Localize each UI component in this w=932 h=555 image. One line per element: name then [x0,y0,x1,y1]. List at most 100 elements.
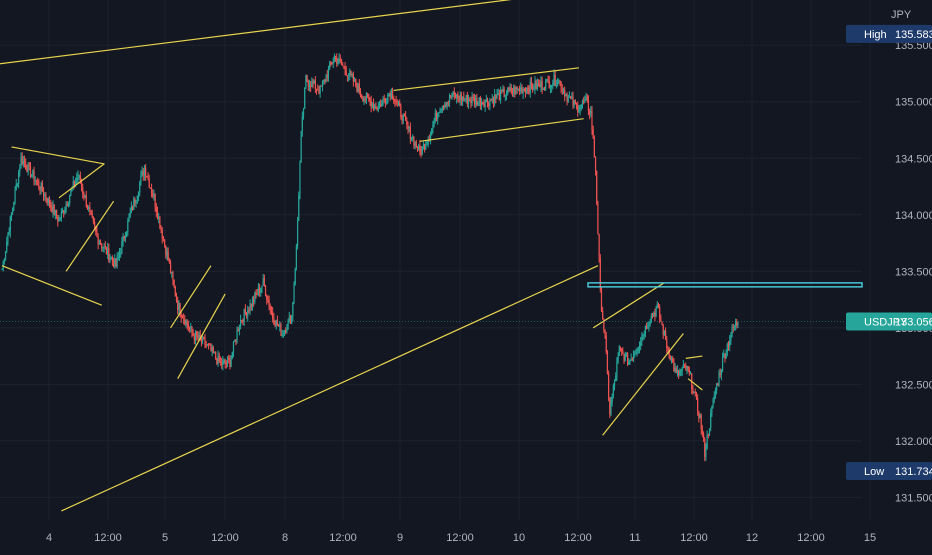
candle-down [199,334,201,339]
candle-down [516,86,518,90]
trendlines-layer[interactable] [0,0,863,512]
trendline-wedge-lower[interactable] [1,265,102,306]
candle-down [661,321,663,325]
trendline-flag-upper[interactable] [58,163,105,199]
candle-down [662,324,664,335]
candle-up [408,126,410,129]
candle-down [583,100,585,103]
candle-up [84,195,86,198]
candle-up [552,83,554,86]
candle-down [228,357,230,360]
candle-down [131,206,134,210]
candle-down [694,391,696,394]
candle-up [20,156,22,169]
candle-up [126,231,128,238]
candle-up [275,320,277,326]
candle-up [553,74,555,84]
trendline-range-lower[interactable] [419,118,584,142]
candle-down [724,354,726,359]
trendline-range-upper[interactable] [393,67,580,92]
candle-down [704,438,706,457]
candle-up [65,204,67,210]
candle-up [431,128,433,135]
candle-down [598,233,600,259]
candle-up [410,138,413,140]
candle-down [93,221,96,227]
candle-down [564,90,566,97]
candle-up [615,376,617,381]
candle-down [695,393,698,398]
candle-up [31,174,33,177]
trendline-rise-lower[interactable] [602,333,684,436]
candle-down [362,97,364,102]
candle-up [542,88,544,90]
trendline-flag3-upper[interactable] [685,355,703,359]
candle-up [630,358,632,361]
candle-down [177,301,179,310]
candle-down [346,75,349,77]
candle-up [456,94,458,99]
resistance-level-band[interactable] [587,282,863,288]
trendline-rise-upper[interactable] [592,282,665,329]
candle-up [47,198,49,204]
candle-down [548,81,550,88]
candle-up [434,112,436,122]
last-price-badge-label: USDJPY [864,316,908,328]
candle-down [594,157,597,171]
candle-down [33,170,35,182]
candle-down [330,62,332,64]
trendline-flag2-lower[interactable] [177,293,226,379]
candle-up [706,434,708,449]
trendline-flag-lower[interactable] [65,200,115,272]
trendline-flag2-upper[interactable] [170,265,212,329]
candle-down [345,70,347,76]
candle-up [291,316,293,324]
candle-up [625,353,628,355]
candle-up [386,101,388,103]
candle-up [590,111,592,114]
candle-down [541,81,543,90]
candle-up [705,448,707,457]
trendline-channel-upper[interactable] [0,0,579,65]
candle-down [89,207,91,211]
candle-down [57,216,59,222]
candle-up [198,334,200,339]
time-axis[interactable]: 4 12:00 5 12:00 8 12:00 9 12:00 10 12:00 11 12:00 12… [46,532,876,544]
candle-up [484,102,486,108]
candle-down [29,165,32,177]
candle-down [685,365,687,369]
candle-up [349,70,351,75]
candle-down [572,96,574,106]
candle-down [320,85,322,87]
trendline-wedge-upper[interactable] [11,146,105,165]
trendline-flag3-lower[interactable] [687,378,703,391]
candle-down [657,303,660,308]
trendline-channel-lower[interactable] [61,265,599,512]
candle-down [403,114,406,116]
candle-up [377,105,379,111]
candle-down [272,312,274,319]
candle-up [637,348,639,351]
candle-up [213,352,216,354]
candle-up [390,89,392,98]
candle-up [421,146,423,155]
candle-down [224,359,226,363]
candle-up [333,55,335,62]
candle-down [25,163,27,169]
candle-down [492,98,495,104]
candle-up [581,100,584,105]
candle-down [187,324,189,328]
candle-up [459,94,461,101]
candle-down [554,74,556,86]
candle-up [301,116,303,132]
candle-down [503,88,505,97]
y-tick-label: 131.500 [895,492,932,504]
candle-down [237,330,239,332]
candle-up [130,206,132,213]
candle-up [635,351,637,354]
candle-up [432,124,434,129]
candle-down [45,194,47,200]
candle-up [438,112,440,114]
